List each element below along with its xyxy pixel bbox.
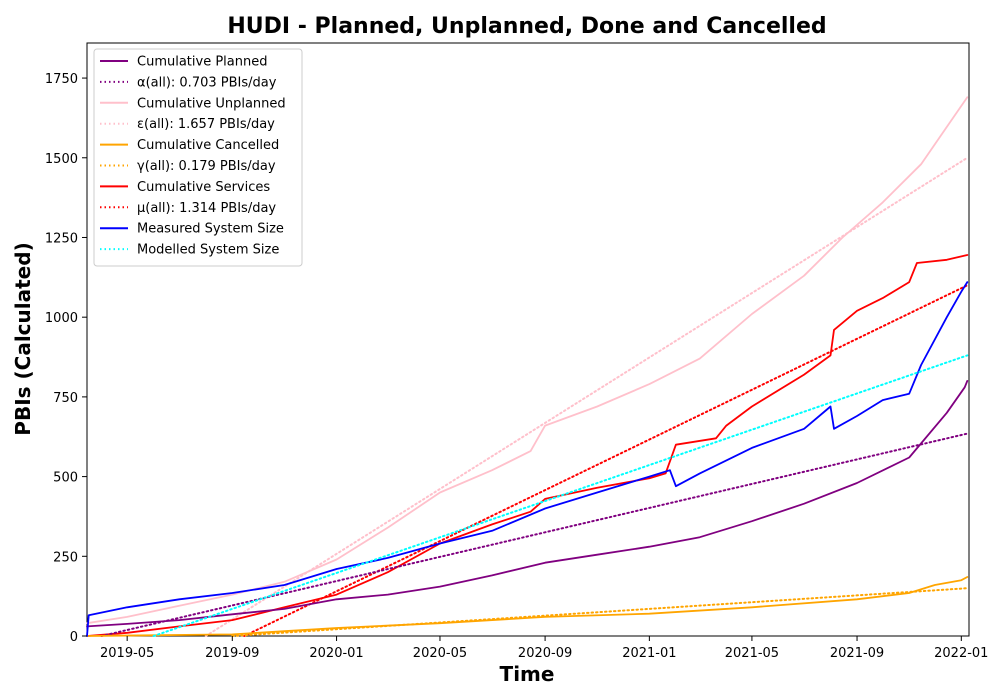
series-line-6 (86, 254, 969, 637)
legend-label: γ(all): 0.179 PBIs/day (137, 159, 276, 174)
x-tick-label: 2020-01 (309, 646, 363, 661)
y-tick-label: 1500 (45, 152, 78, 167)
legend: Cumulative Planned α(all): 0.703 PBIs/day… (93, 48, 303, 267)
y-tick-label: 1750 (45, 72, 78, 87)
series-line-5 (231, 587, 969, 637)
x-tick-label: 2021-05 (725, 646, 779, 661)
series-line-3 (204, 156, 969, 637)
series-line-9 (152, 354, 969, 637)
series-line-0 (86, 379, 969, 628)
y-axis-label: PBIs (Calculated) (11, 242, 35, 435)
x-tick-label: 2020-09 (518, 646, 572, 661)
legend-label: Cumulative Services (137, 180, 270, 195)
legend-label: Modelled System Size (137, 243, 279, 258)
legend-label: Cumulative Planned (137, 55, 267, 70)
y-tick-label: 1250 (45, 231, 78, 246)
y-tick-label: 250 (53, 550, 78, 565)
legend-label: ε(all): 1.657 PBIs/day (137, 117, 275, 132)
series-line-1 (100, 432, 969, 637)
x-tick-label: 2020-05 (413, 646, 467, 661)
chart-title: HUDI - Planned, Unplanned, Done and Canc… (227, 14, 826, 39)
legend-label: μ(all): 1.314 PBIs/day (137, 201, 276, 216)
x-tick-label: 2022-01 (934, 646, 988, 661)
legend-box (93, 48, 303, 267)
legend-label: α(all): 0.703 PBIs/day (137, 75, 277, 90)
y-tick-label: 500 (53, 471, 78, 486)
series-layer (86, 96, 969, 637)
legend-label: Cumulative Unplanned (137, 96, 286, 111)
y-tick-label: 1000 (45, 311, 78, 326)
x-axis-label: Time (500, 662, 555, 686)
x-tick-label: 2019-09 (205, 646, 259, 661)
x-tick-label: 2021-01 (622, 646, 676, 661)
y-tick-label: 0 (70, 630, 78, 645)
legend-label: Measured System Size (137, 222, 284, 237)
series-line-7 (243, 284, 969, 637)
series-line-8 (86, 281, 969, 637)
x-tick-label: 2019-05 (100, 646, 154, 661)
axis-layer: 2019-05 2019-09 2020-01 2020-05 2020-09 2021-… (45, 72, 989, 661)
plot-frame (86, 42, 970, 637)
legend-label: Cumulative Cancelled (137, 138, 279, 153)
y-tick-label: 750 (53, 391, 78, 406)
series-line-4 (86, 576, 969, 637)
x-tick-label: 2021-09 (830, 646, 884, 661)
